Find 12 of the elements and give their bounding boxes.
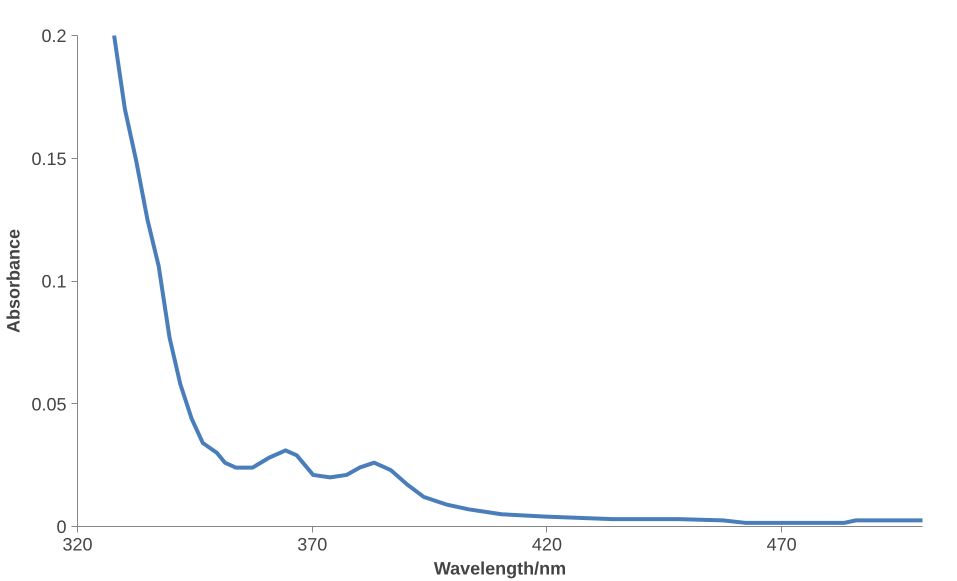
x-tick-label: 370 xyxy=(297,534,328,554)
y-axis-title: Absorbance xyxy=(3,228,24,334)
x-axis-title: Wavelength/nm xyxy=(434,558,566,578)
y-tick-label: 0.2 xyxy=(41,26,67,46)
x-tick-label: 420 xyxy=(532,534,562,554)
y-tick-label: 0 xyxy=(56,517,67,537)
y-tick-label: 0.05 xyxy=(31,394,67,414)
x-tick-label: 320 xyxy=(62,534,93,554)
line-series xyxy=(112,36,922,525)
x-tick-label: 470 xyxy=(766,534,797,554)
y-tick-label: 0.1 xyxy=(41,272,67,292)
y-tick-label: 0.15 xyxy=(31,148,67,169)
